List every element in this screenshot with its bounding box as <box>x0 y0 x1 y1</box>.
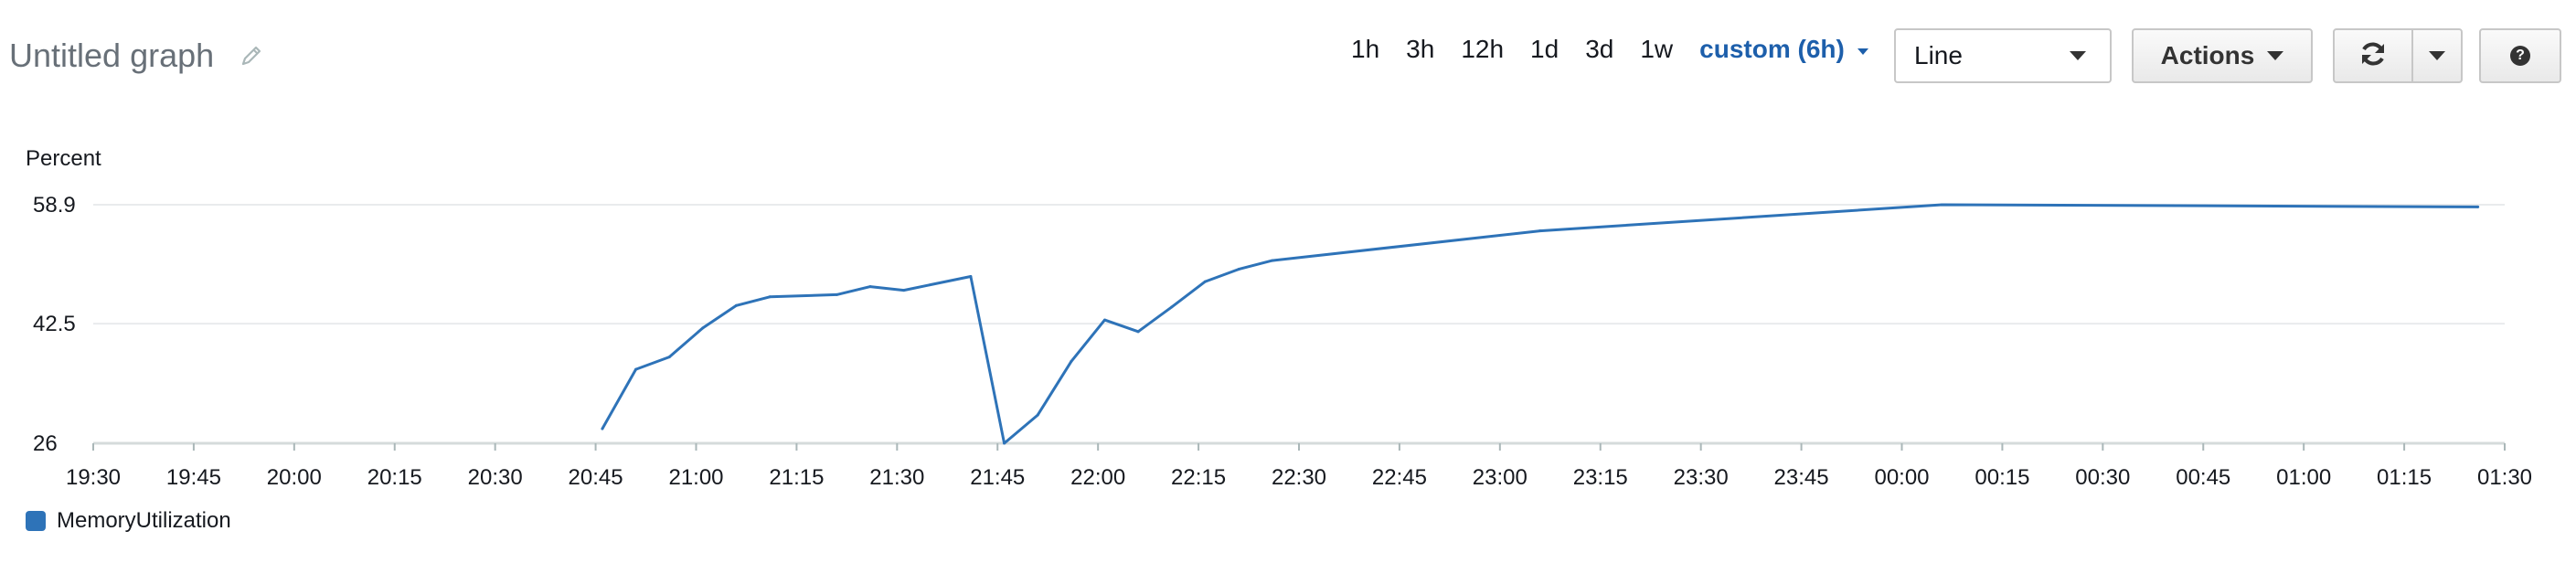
x-tick-label: 23:00 <box>1473 465 1528 490</box>
x-tick-label: 21:30 <box>869 465 924 490</box>
data-point <box>1237 268 1240 271</box>
x-tick-label: 19:30 <box>66 465 121 490</box>
refresh-options-button[interactable] <box>2411 28 2463 83</box>
data-point <box>1136 330 1140 334</box>
x-tick-label: 21:45 <box>970 465 1025 490</box>
help-icon: ? <box>2510 46 2530 66</box>
range-12h[interactable]: 12h <box>1461 35 1505 63</box>
data-point <box>1203 280 1207 283</box>
graph-type-value: Line <box>1914 41 1963 69</box>
x-tick-label: 00:30 <box>2075 465 2130 490</box>
data-point <box>768 295 772 299</box>
range-3d[interactable]: 3d <box>1585 35 1614 63</box>
x-tick-label: 22:45 <box>1372 465 1427 490</box>
x-tick-label: 00:15 <box>1975 465 2029 490</box>
x-tick-label: 20:45 <box>569 465 623 490</box>
data-point <box>601 427 604 430</box>
x-tick-label: 23:30 <box>1674 465 1729 490</box>
x-tick-label: 00:00 <box>1874 465 1929 490</box>
grid <box>93 204 2505 325</box>
legend-swatch[interactable] <box>26 511 46 531</box>
x-tick-label: 20:30 <box>468 465 523 490</box>
graph-title[interactable]: Untitled graph <box>9 37 215 74</box>
actions-label: Actions <box>2160 41 2255 69</box>
series-line <box>601 203 2478 445</box>
data-point <box>868 285 872 289</box>
data-point <box>667 356 671 359</box>
title-area: Untitled graph <box>9 37 263 75</box>
x-axis: 19:30 19:45 20:00 20:15 20:30 20:45 21:00 21:15… <box>66 441 2532 490</box>
x-tick-label: 01:30 <box>2477 465 2532 490</box>
x-tick-label: 22:00 <box>1070 465 1125 490</box>
legend: MemoryUtilization <box>26 508 231 534</box>
data-point <box>2476 205 2480 208</box>
range-1h[interactable]: 1h <box>1351 35 1380 63</box>
range-1w[interactable]: 1w <box>1640 35 1674 63</box>
range-3h[interactable]: 3h <box>1406 35 1435 63</box>
data-point <box>1102 318 1106 322</box>
y-tick-label: 26 <box>33 431 58 456</box>
y-axis-label: Percent <box>26 146 101 171</box>
data-point <box>1070 359 1073 363</box>
x-tick-label: 00:45 <box>2176 465 2230 490</box>
data-point <box>902 289 906 292</box>
refresh-icon <box>2358 38 2389 74</box>
refresh-button[interactable] <box>2333 28 2413 83</box>
data-point <box>969 275 973 279</box>
caret-down-icon <box>2267 51 2284 60</box>
x-tick-label: 19:45 <box>166 465 221 490</box>
caret-down-icon <box>2070 51 2086 60</box>
data-point <box>1271 259 1274 262</box>
data-point <box>1036 413 1039 417</box>
data-point <box>1940 203 1943 207</box>
data-point <box>634 367 638 371</box>
data-point <box>1170 305 1174 309</box>
help-button[interactable]: ? <box>2479 28 2561 83</box>
data-point <box>734 303 738 307</box>
x-tick-label: 01:15 <box>2377 465 2432 490</box>
x-tick-label: 01:00 <box>2276 465 2331 490</box>
x-tick-label: 20:00 <box>267 465 322 490</box>
x-tick-label: 21:00 <box>668 465 723 490</box>
y-tick-label: 58.9 <box>33 193 76 218</box>
caret-down-icon <box>2429 51 2445 60</box>
x-tick-label: 22:15 <box>1171 465 1226 490</box>
y-axis: 26 42.5 58.9 <box>33 193 76 456</box>
legend-label[interactable]: MemoryUtilization <box>57 508 231 533</box>
range-custom[interactable]: custom (6h) <box>1699 35 1845 63</box>
series-layer <box>601 203 2480 445</box>
data-point <box>835 292 838 296</box>
actions-button[interactable]: Actions <box>2132 28 2313 83</box>
pencil-icon[interactable] <box>240 44 263 68</box>
x-tick-label: 20:15 <box>367 465 422 490</box>
data-point <box>701 326 705 330</box>
x-tick-label: 23:15 <box>1573 465 1628 490</box>
line-chart: Percent 26 42.5 58.9 19:30 19:45 20:00 20:15 2… <box>26 146 2532 490</box>
caret-down-icon[interactable] <box>1857 48 1868 55</box>
graph-type-select[interactable]: Line <box>1894 28 2112 83</box>
x-tick-label: 21:15 <box>769 465 824 490</box>
data-point <box>1538 229 1542 233</box>
time-range-selector: 1h 3h 12h 1d 3d 1w custom (6h) <box>1351 35 1868 64</box>
y-tick-label: 42.5 <box>33 312 76 336</box>
x-tick-label: 22:30 <box>1272 465 1326 490</box>
data-point <box>1003 441 1006 445</box>
range-1d[interactable]: 1d <box>1530 35 1559 63</box>
x-tick-label: 23:45 <box>1774 465 1829 490</box>
